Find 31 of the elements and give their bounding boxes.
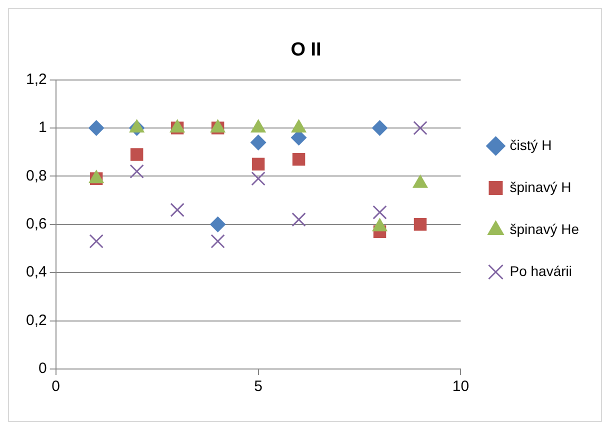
y-tick-label: 0,8 [26,167,47,184]
point [252,158,265,171]
point [170,202,184,218]
legend-label: špinavý H [510,178,572,195]
point [251,171,266,186]
y-tick-label: 0,4 [26,264,47,281]
point [130,164,144,178]
y-tick-label: 1 [38,119,47,136]
point [292,212,306,227]
point [372,120,388,136]
y-tick-label: 1,2 [26,70,47,88]
y-tick-label: 0,2 [26,312,47,329]
point [89,234,104,248]
point [292,152,306,166]
legend-label: špinavý He [510,220,580,237]
point [88,120,104,136]
point [250,134,266,150]
point [414,218,427,231]
chart-title: O II [290,40,322,61]
point [372,205,387,220]
point [210,234,225,248]
point [413,120,428,136]
x-tick-label: 0 [52,378,60,396]
point [210,216,226,232]
x-tick-label: 10 [452,378,470,396]
x-tick-label: 5 [254,378,262,396]
y-tick-label: 0 [38,360,47,378]
legend-label: Po havárii [510,262,572,279]
point [130,148,144,161]
legend-label: čistý H [510,136,552,153]
y-tick-label: 0,6 [26,216,47,233]
